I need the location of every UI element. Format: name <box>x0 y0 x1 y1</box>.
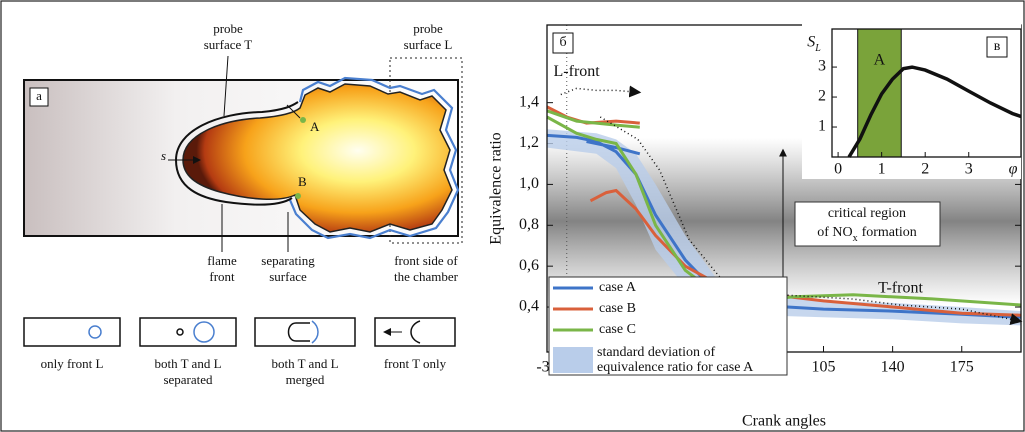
label: surface L <box>404 37 453 52</box>
label: probe <box>213 21 243 36</box>
legend-label: case B <box>599 301 636 316</box>
separating-surface-line <box>288 76 460 240</box>
panel-label: в <box>994 39 1001 54</box>
y-tick-label: 0,8 <box>519 216 539 233</box>
y-tick-label: 1,2 <box>519 134 539 151</box>
series-line <box>847 65 1022 158</box>
x-tick-label: 0 <box>834 161 842 178</box>
x-axis-title: φ <box>1009 161 1018 178</box>
region-label-part: of NO <box>817 225 852 240</box>
region-label: of NOx formation <box>817 225 917 244</box>
label: the chamber <box>394 269 459 284</box>
panel-label: a <box>36 88 42 103</box>
point <box>300 117 306 123</box>
icon-shape <box>193 321 215 343</box>
point <box>295 193 301 199</box>
y-tick-label: 0,6 <box>519 257 539 274</box>
label: front <box>209 269 235 284</box>
panel-label-box <box>29 87 49 107</box>
label: B <box>298 174 307 189</box>
legend-swatch <box>553 347 593 373</box>
y-axis-title: Equivalence ratio <box>488 132 505 244</box>
flame-front-line <box>175 101 299 161</box>
y-axis-title-sub: L <box>814 43 821 54</box>
x-tick-label: 105 <box>812 359 836 376</box>
y-tick-label: 3 <box>818 58 826 75</box>
region-label-part: x <box>853 233 858 244</box>
label: flame <box>207 253 237 268</box>
annotation-line <box>560 85 642 98</box>
annotation-label: L-front <box>554 63 601 80</box>
series-line <box>546 109 1022 307</box>
label: s <box>161 148 166 163</box>
main-chart: critical region of NOx formation 0,4 0,6 0,8 1… <box>488 24 1023 430</box>
y-tick-label: 1,0 <box>519 175 539 192</box>
x-tick-label: 3 <box>965 161 973 178</box>
shaded-label: A <box>874 52 886 69</box>
icon-shape <box>176 328 184 336</box>
shaded-region <box>857 28 902 158</box>
icon <box>23 317 121 347</box>
region-label-part: formation <box>862 225 917 240</box>
x-tick-label: 175 <box>950 359 974 376</box>
x-tick-label: 2 <box>921 161 929 178</box>
icon-caption: both T and L <box>154 356 221 371</box>
icon-caption: both T and L <box>271 356 338 371</box>
series-line <box>546 133 1022 319</box>
legend-label: case A <box>599 280 637 295</box>
icon <box>139 317 237 347</box>
legend-label: standard deviation of equivalence ratio … <box>597 345 754 375</box>
icon <box>254 317 356 347</box>
icon-shape <box>88 325 102 339</box>
region-label-box <box>794 201 941 247</box>
panel-label-box <box>986 36 1008 58</box>
inset-frame <box>831 28 1022 158</box>
panel-a: a probe surface T probe surface L s A B … <box>23 21 463 387</box>
icon-caption: merged <box>286 372 325 387</box>
std-band <box>547 129 1021 326</box>
label: probe <box>413 21 443 36</box>
x-tick-label: 1 <box>878 161 886 178</box>
annotation-label: T-front <box>878 280 923 297</box>
region-label: critical region <box>828 206 906 221</box>
y-tick-label: 0,4 <box>519 298 539 315</box>
label: A <box>310 119 320 134</box>
leader-line <box>223 55 229 117</box>
panel-label: б <box>559 35 566 50</box>
icon-caption: only front L <box>41 356 104 371</box>
flame-front-line <box>175 159 293 206</box>
label: surface <box>269 269 307 284</box>
label: front side of <box>394 253 458 268</box>
icon-caption: front T only <box>384 356 447 371</box>
y-tick-label: 1 <box>818 118 826 135</box>
icon-shape <box>311 320 319 344</box>
annotation-line <box>599 116 1023 326</box>
leader-line <box>286 104 301 119</box>
icon-caption: separated <box>163 372 213 387</box>
y-tick-label: 2 <box>818 88 826 105</box>
x-axis-title: Crank angles <box>742 413 826 430</box>
label: separating <box>261 253 315 268</box>
icon-shape <box>410 320 421 344</box>
label: surface T <box>204 37 253 52</box>
flame <box>182 83 453 233</box>
icon-shape <box>287 322 310 342</box>
panel-label-box <box>552 32 574 54</box>
x-tick-label: 140 <box>881 359 905 376</box>
legend-label: case C <box>599 322 636 337</box>
legend-label-box: standard deviation of equivalence ratio … <box>597 345 754 375</box>
y-tick-label: 1,4 <box>519 93 539 110</box>
